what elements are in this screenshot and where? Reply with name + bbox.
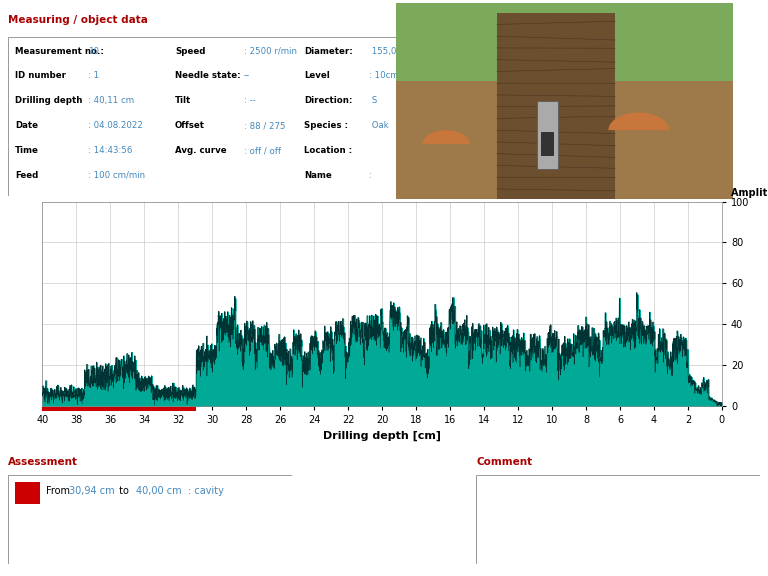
Text: : 2500 r/min: : 2500 r/min xyxy=(243,47,296,55)
Text: : 10cm: : 10cm xyxy=(369,71,399,81)
Bar xyxy=(42,407,196,411)
Text: to: to xyxy=(116,486,131,496)
Text: :: : xyxy=(369,171,372,180)
Text: Needle state:: Needle state: xyxy=(175,71,240,81)
Text: Date: Date xyxy=(15,121,38,130)
Text: Amplitude [%]: Amplitude [%] xyxy=(731,188,768,198)
Text: Comment: Comment xyxy=(476,457,532,467)
Wedge shape xyxy=(608,112,669,130)
Bar xyxy=(15,483,41,505)
Text: Time: Time xyxy=(15,146,39,155)
Text: Oak: Oak xyxy=(369,121,389,130)
Text: : cavity: : cavity xyxy=(188,486,224,496)
Text: : 88 / 275: : 88 / 275 xyxy=(243,121,285,130)
Text: S: S xyxy=(369,96,377,105)
Text: : --: : -- xyxy=(243,96,256,105)
Wedge shape xyxy=(422,130,470,144)
Text: --: -- xyxy=(243,71,250,81)
Bar xyxy=(42,407,722,412)
Text: Tilt: Tilt xyxy=(175,96,191,105)
Text: 155,00 cm: 155,00 cm xyxy=(369,47,417,55)
Text: 30,94 cm: 30,94 cm xyxy=(69,486,114,496)
Bar xyxy=(541,132,554,156)
Bar xyxy=(396,81,733,199)
Text: Diameter:: Diameter: xyxy=(304,47,353,55)
X-axis label: Drilling depth [cm]: Drilling depth [cm] xyxy=(323,431,441,441)
Text: : 04.08.2022: : 04.08.2022 xyxy=(88,121,143,130)
Text: : 100 cm/min: : 100 cm/min xyxy=(88,171,145,180)
Text: Direction:: Direction: xyxy=(304,96,353,105)
Bar xyxy=(538,101,558,169)
Text: : off / off: : off / off xyxy=(243,146,280,155)
Text: From: From xyxy=(46,486,73,496)
Text: Offset: Offset xyxy=(175,121,205,130)
Text: Drilling depth: Drilling depth xyxy=(15,96,82,105)
Text: Speed: Speed xyxy=(175,47,205,55)
Text: Measuring / object data: Measuring / object data xyxy=(8,15,147,25)
Text: ID number: ID number xyxy=(15,71,66,81)
Text: Name: Name xyxy=(304,171,332,180)
Text: Species :: Species : xyxy=(304,121,348,130)
Text: : 14:43:56: : 14:43:56 xyxy=(88,146,133,155)
Text: Assessment: Assessment xyxy=(8,457,78,467)
Text: Avg. curve: Avg. curve xyxy=(175,146,227,155)
Text: : 1: : 1 xyxy=(88,71,99,81)
Text: Location :: Location : xyxy=(304,146,353,155)
Text: : 40,11 cm: : 40,11 cm xyxy=(88,96,134,105)
Text: Level: Level xyxy=(304,71,329,81)
Bar xyxy=(497,13,615,199)
Text: 40,00 cm: 40,00 cm xyxy=(136,486,181,496)
Text: Measurement no.:: Measurement no.: xyxy=(15,47,104,55)
Text: 10: 10 xyxy=(88,47,99,55)
Text: Feed: Feed xyxy=(15,171,38,180)
Bar xyxy=(396,3,733,81)
